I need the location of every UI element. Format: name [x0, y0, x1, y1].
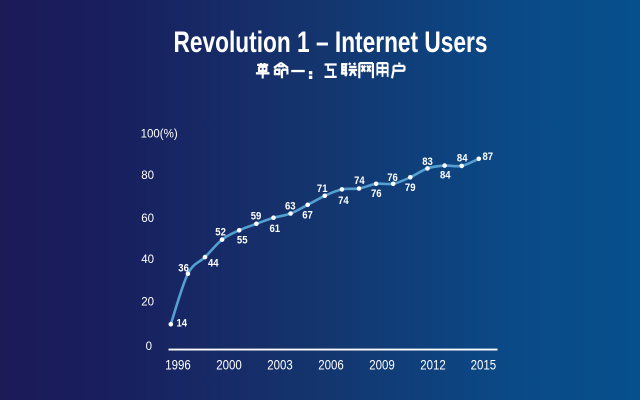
- svg-text:52: 52: [215, 227, 226, 239]
- svg-text:59: 59: [251, 210, 262, 222]
- svg-text:55: 55: [237, 235, 248, 247]
- svg-text:14: 14: [177, 317, 188, 329]
- svg-text:36: 36: [178, 262, 189, 274]
- svg-text:84: 84: [440, 169, 451, 181]
- svg-text:2003: 2003: [267, 357, 293, 373]
- svg-text:61: 61: [270, 223, 281, 235]
- svg-text:67: 67: [302, 210, 313, 222]
- svg-text:60: 60: [141, 213, 154, 225]
- svg-text:76: 76: [387, 172, 398, 184]
- svg-text:20: 20: [141, 296, 154, 308]
- svg-text:79: 79: [405, 182, 416, 194]
- svg-text:40: 40: [141, 254, 154, 266]
- svg-text:2015: 2015: [471, 357, 497, 373]
- svg-text:74: 74: [354, 175, 365, 187]
- svg-text:2009: 2009: [369, 357, 395, 373]
- svg-text:87: 87: [483, 151, 494, 163]
- svg-text:Revolution 1 – Internet Users: Revolution 1 – Internet Users: [174, 26, 488, 59]
- svg-text:83: 83: [422, 156, 433, 168]
- svg-text:100(%): 100(%): [141, 128, 178, 140]
- svg-text:2006: 2006: [318, 357, 344, 373]
- svg-text:80: 80: [141, 170, 154, 182]
- svg-text:71: 71: [317, 183, 328, 195]
- svg-text:44: 44: [208, 257, 219, 269]
- svg-text:74: 74: [338, 195, 349, 207]
- svg-text:1996: 1996: [165, 357, 191, 373]
- svg-text:0: 0: [146, 341, 152, 353]
- svg-text:84: 84: [457, 153, 468, 165]
- svg-text:76: 76: [371, 188, 382, 200]
- svg-text:2000: 2000: [216, 357, 242, 373]
- svg-text:2012: 2012: [420, 357, 446, 373]
- svg-text:63: 63: [285, 200, 296, 212]
